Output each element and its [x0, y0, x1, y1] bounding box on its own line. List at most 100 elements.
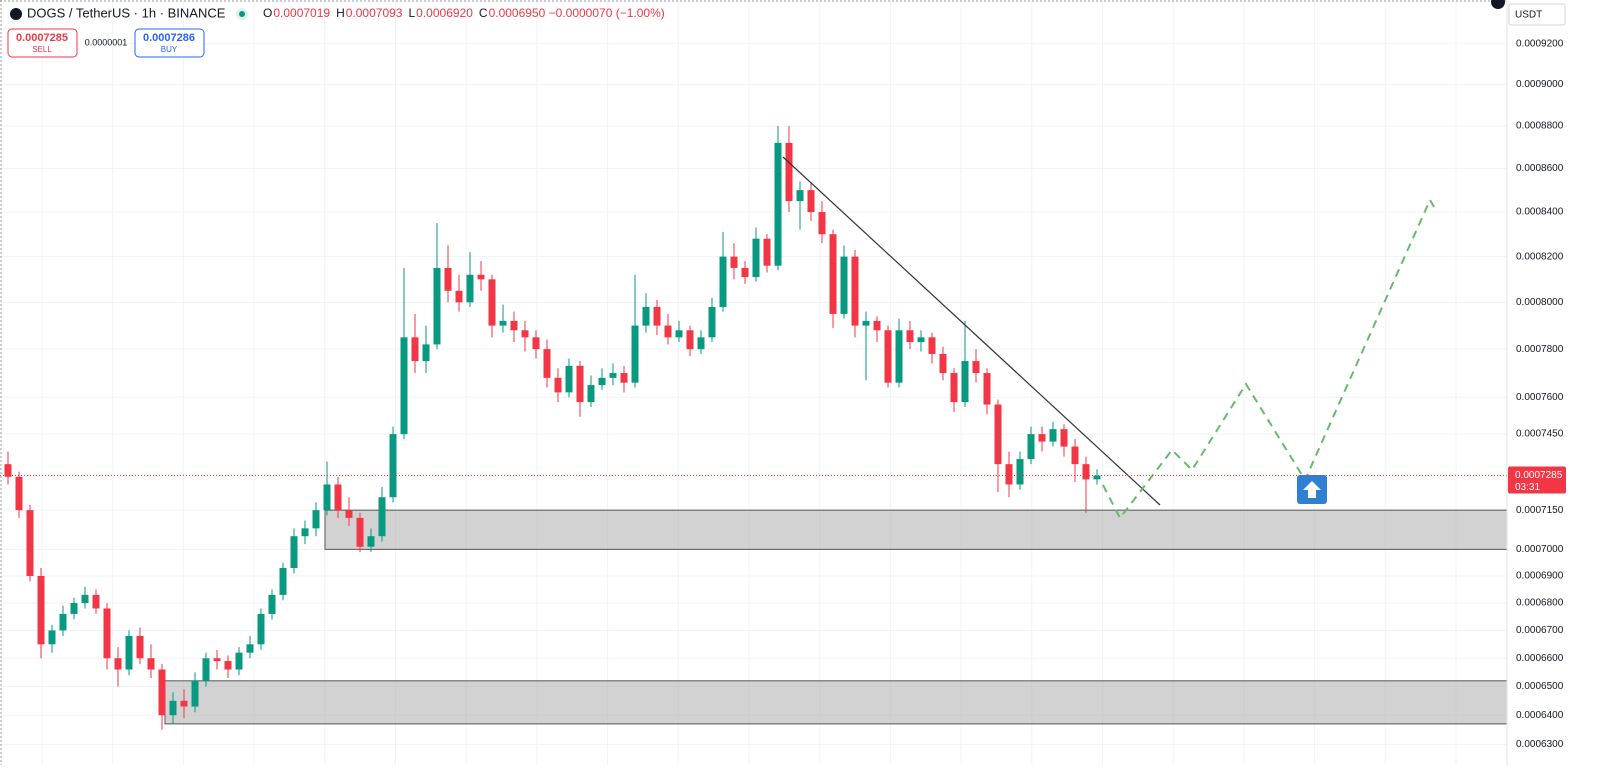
candle-body [620, 373, 628, 383]
y-tick-label: 0.0009000 [1516, 79, 1564, 90]
candle-body [818, 212, 826, 235]
candle-body [290, 536, 298, 568]
ohlc-value: 0.0006920 [416, 6, 473, 20]
candle-body [169, 700, 177, 716]
candle-body [851, 256, 859, 326]
zone [164, 680, 1508, 725]
candle-body [433, 267, 441, 345]
candle-body [312, 510, 320, 529]
candle-body [15, 476, 23, 511]
arrow-icon [1297, 475, 1327, 504]
y-tick-label: 0.0008400 [1516, 207, 1564, 218]
buy-label: BUY [161, 45, 178, 54]
candle-body [565, 365, 573, 393]
candles [4, 125, 1101, 730]
y-tick-label: 0.0006400 [1516, 710, 1564, 721]
candle-body [686, 330, 694, 350]
candle-body [1060, 429, 1068, 447]
candle-body [103, 608, 111, 659]
candle-body [367, 536, 375, 547]
candle-body [235, 652, 243, 670]
candle-body [48, 630, 56, 645]
candle-body [576, 365, 584, 403]
settings-icon[interactable] [1491, 0, 1505, 9]
candle-body [70, 603, 78, 614]
candle-body [862, 320, 870, 326]
candle-body [356, 517, 364, 547]
candle-body [444, 267, 452, 291]
candle-body [1005, 464, 1013, 485]
y-tick-label: 0.0008800 [1516, 121, 1564, 132]
candle-body [268, 594, 276, 614]
projection-path [1102, 197, 1438, 520]
candle-body [1038, 434, 1046, 442]
ohlc-key: O [263, 6, 272, 20]
candle-body [81, 594, 89, 604]
spread: 0.0000001 [85, 37, 128, 47]
y-tick-label: 0.0007450 [1516, 429, 1564, 440]
y-tick-label: 0.0008600 [1516, 163, 1564, 174]
candle-body [4, 464, 12, 477]
ohlc-value: 0.0006950 −0.0000070 (−1.00%) [489, 6, 665, 20]
candle-body [598, 377, 606, 386]
candle-body [37, 576, 45, 645]
y-tick-label: 0.0007150 [1516, 505, 1564, 516]
candle-body [191, 680, 199, 707]
status-dot [239, 11, 245, 17]
sell-button[interactable] [7, 28, 78, 58]
candle-body [708, 306, 716, 338]
candle-body [939, 353, 947, 374]
candle-body [774, 142, 782, 266]
y-tick-label: 0.0006900 [1516, 571, 1564, 582]
candle-body [961, 361, 969, 403]
candle-body [378, 497, 386, 537]
candle-body [136, 635, 144, 659]
candle-body [1027, 434, 1035, 460]
ohlc-header: O 0.0007019 H 0.0007093 L 0.0006920 C 0.0006950… [263, 6, 665, 20]
candle-body [906, 330, 914, 343]
candle-body [202, 658, 210, 681]
candle-body [246, 644, 254, 653]
price-axis: 0.0009200 0.0009000 0.0008800 0.0008600 0.00… [1508, 38, 1566, 750]
y-tick-label: 0.0006800 [1516, 598, 1564, 609]
zone [324, 509, 1508, 550]
candle-body [950, 373, 958, 403]
y-tick-label: 0.0006300 [1516, 739, 1564, 750]
zones [164, 509, 1508, 725]
candle-body [213, 658, 221, 662]
candle-body [895, 330, 903, 383]
candle-body [840, 256, 848, 314]
candle-body [675, 330, 683, 338]
candle-body [477, 274, 485, 280]
y-tick-label: 0.0008000 [1516, 297, 1564, 308]
candle-body [532, 337, 540, 350]
candle-body [279, 567, 287, 595]
sell-price: 0.0007285 [16, 32, 68, 44]
price-axis-bg [1507, 0, 1599, 781]
candle-body [180, 700, 188, 707]
candle-body [829, 234, 837, 314]
candle-body [972, 361, 980, 374]
candle-body [1093, 475, 1101, 480]
currency-box[interactable] [1508, 3, 1566, 26]
candle-body [147, 658, 155, 670]
y-tick-label: 0.0008200 [1516, 251, 1564, 262]
candle-body [26, 510, 34, 577]
y-tick-label: 0.0007600 [1516, 392, 1564, 403]
candle-body [983, 373, 991, 405]
buy-button[interactable] [134, 28, 205, 58]
candle-body [521, 330, 529, 338]
symbol: DOGS / TetherUS · 1h · BINANCE [27, 5, 226, 20]
candle-body [697, 337, 705, 350]
candle-body [466, 274, 474, 303]
candle-body [587, 385, 595, 403]
candle-body [125, 635, 133, 670]
candle-body [884, 330, 892, 383]
candle-body [796, 190, 804, 202]
y-tick-label: 0.0006700 [1516, 625, 1564, 636]
candle-body [59, 613, 67, 631]
y-tick-label: 0.0009200 [1516, 38, 1564, 49]
candle-body [389, 434, 397, 498]
